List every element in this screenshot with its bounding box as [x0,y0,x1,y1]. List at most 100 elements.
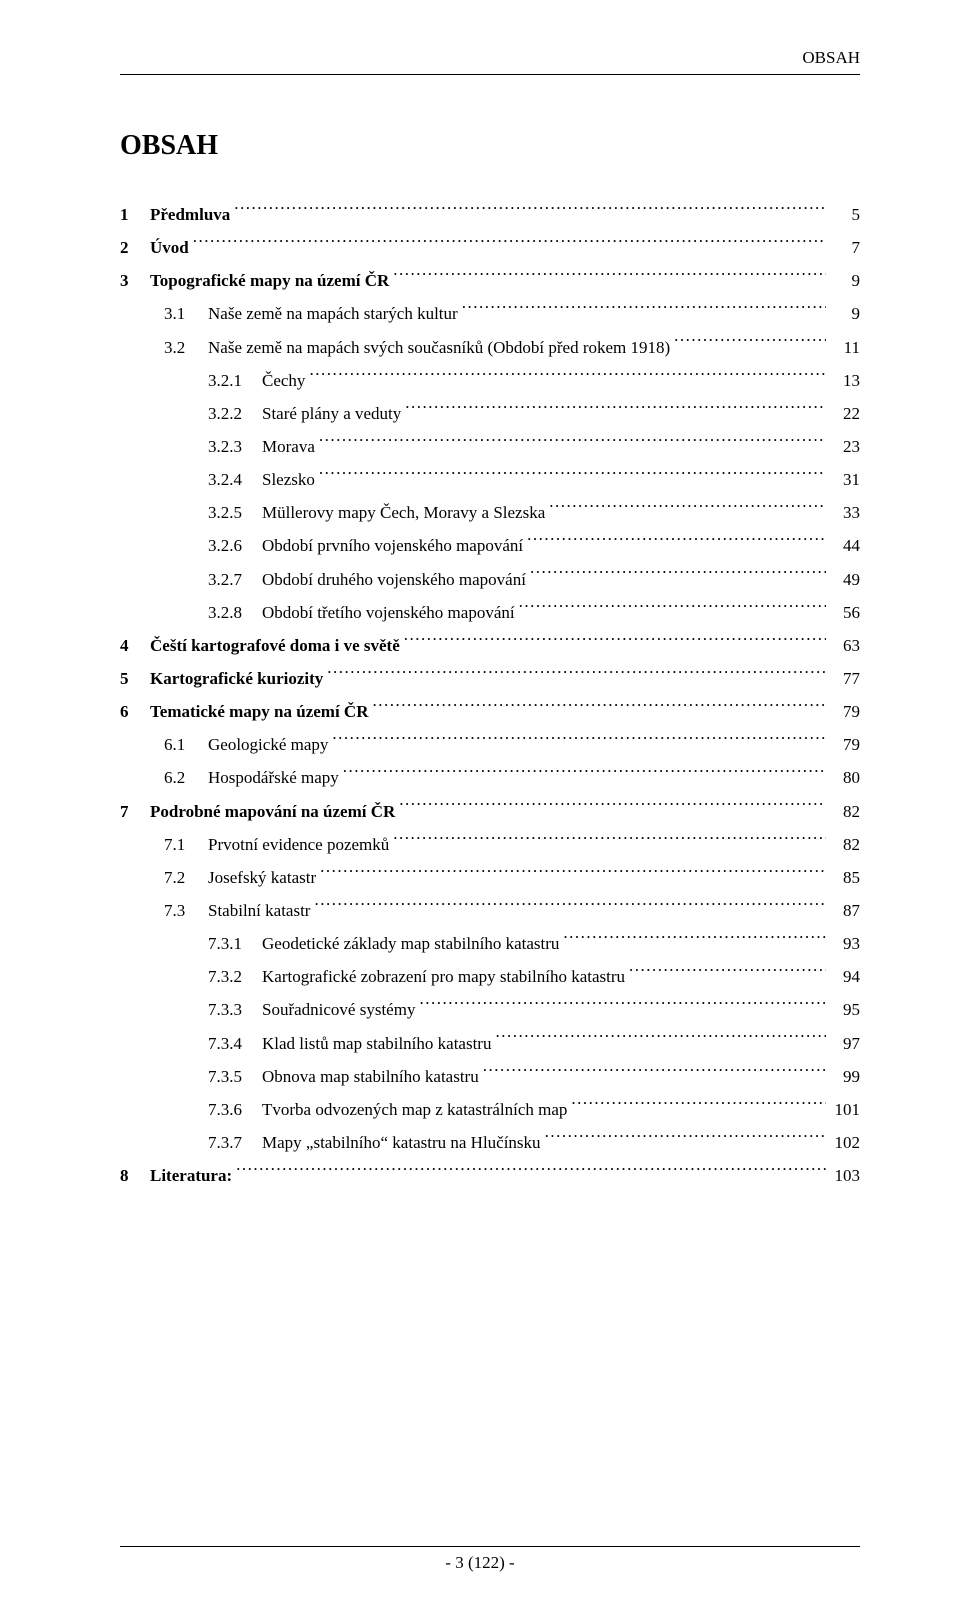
toc-entry-label: Souřadnicové systémy [262,993,415,1026]
toc-entry: 7.3Stabilní katastr87 [120,894,860,927]
toc-entry-page: 13 [830,364,860,397]
toc-entry-page: 7 [830,231,860,264]
toc-entry-number: 4 [120,629,150,662]
toc-entry-label: Hospodářské mapy [208,761,339,794]
toc-entry-number: 7.2 [164,861,208,894]
toc-leader-dots [629,965,826,982]
toc-entry-page: 5 [830,198,860,231]
toc-entry-page: 82 [830,795,860,828]
toc-entry-page: 31 [830,463,860,496]
toc-entry: 7.3.5Obnova map stabilního katastru99 [120,1060,860,1093]
toc-leader-dots [462,302,826,319]
toc-leader-dots [319,435,826,452]
toc-leader-dots [236,1164,826,1181]
toc-leader-dots [549,501,826,518]
toc-entry-page: 33 [830,496,860,529]
toc-entry: 4Čeští kartografové doma i ve světě63 [120,629,860,662]
toc-entry-number: 5 [120,662,150,695]
toc-entry-number: 3.2.3 [208,430,262,463]
toc-entry-page: 9 [830,264,860,297]
toc-entry-number: 1 [120,198,150,231]
toc-entry-number: 7.3.1 [208,927,262,960]
toc-entry-number: 3.2.8 [208,596,262,629]
toc-entry-number: 7.3.2 [208,960,262,993]
toc-entry-label: Müllerovy mapy Čech, Moravy a Slezska [262,496,545,529]
toc-leader-dots [372,700,826,717]
toc-entry: 7.3.3Souřadnicové systémy 95 [120,993,860,1026]
toc-entry: 3.2.8Období třetího vojenského mapování 5… [120,596,860,629]
toc-leader-dots [405,402,826,419]
toc-entry-page: 103 [830,1159,860,1192]
toc-entry-number: 7.3.5 [208,1060,262,1093]
toc-leader-dots [571,1098,826,1115]
toc-entry: 6Tematické mapy na území ČR79 [120,695,860,728]
toc-entry-number: 3.2.7 [208,563,262,596]
toc-entry-number: 3.2 [164,331,208,364]
toc-entry-label: Prvotní evidence pozemků [208,828,389,861]
toc-entry-number: 7.3 [164,894,208,927]
toc-leader-dots [314,899,826,916]
toc-leader-dots [495,1032,826,1049]
toc-entry: 3.2.2Staré plány a veduty22 [120,397,860,430]
toc-entry-label: Období třetího vojenského mapování [262,596,515,629]
footer-rule [120,1546,860,1547]
toc-leader-dots [193,236,826,253]
toc-entry: 6.2Hospodářské mapy 80 [120,761,860,794]
toc-entry-page: 99 [830,1060,860,1093]
footer-page-number: - 3 (122) - [0,1553,960,1573]
toc-entry-page: 77 [830,662,860,695]
toc-entry-number: 7.3.6 [208,1093,262,1126]
toc-leader-dots [419,998,826,1015]
toc-entry-label: Stabilní katastr [208,894,310,927]
toc-entry-page: 9 [830,297,860,330]
page-title: OBSAH [120,130,860,162]
toc-entry-label: Morava [262,430,315,463]
toc-entry: 7Podrobné mapování na území ČR 82 [120,795,860,828]
toc-entry: 3.2.4Slezsko 31 [120,463,860,496]
toc-entry-label: Období druhého vojenského mapování [262,563,526,596]
toc-entry-page: 93 [830,927,860,960]
toc-entry: 2Úvod7 [120,231,860,264]
toc-entry: 3Topografické mapy na území ČR9 [120,264,860,297]
toc-entry: 7.3.7Mapy „stabilního“ katastru na Hlučí… [120,1126,860,1159]
toc-entry-page: 80 [830,761,860,794]
toc-entry-label: Kartografické zobrazení pro mapy stabiln… [262,960,625,993]
toc-entry: 7.3.2Kartografické zobrazení pro mapy st… [120,960,860,993]
toc-entry-number: 7.3.7 [208,1126,262,1159]
toc-entry-label: Období prvního vojenského mapování [262,529,523,562]
page: OBSAH OBSAH 1Předmluva52Úvod73Topografic… [0,0,960,1611]
toc-entry-label: Čechy [262,364,305,397]
toc-entry-number: 7.3.3 [208,993,262,1026]
toc-entry-page: 79 [830,695,860,728]
toc-leader-dots [393,269,826,286]
toc-entry-label: Staré plány a veduty [262,397,401,430]
toc-entry-number: 6.2 [164,761,208,794]
toc-entry-number: 7 [120,795,150,828]
toc-entry-page: 95 [830,993,860,1026]
toc-entry: 7.3.6Tvorba odvozených map z katastrální… [120,1093,860,1126]
toc-entry-page: 49 [830,563,860,596]
toc-entry-page: 94 [830,960,860,993]
toc-leader-dots [327,667,826,684]
toc-entry-label: Slezsko [262,463,315,496]
toc-leader-dots [483,1065,826,1082]
toc-entry: 7.3.4Klad listů map stabilního katastru9… [120,1027,860,1060]
toc-leader-dots [527,534,826,551]
toc-entry-label: Naše země na mapách starých kultur [208,297,458,330]
toc-entry-label: Geologické mapy [208,728,328,761]
toc-leader-dots [399,800,826,817]
toc-entry-label: Mapy „stabilního“ katastru na Hlučínsku [262,1126,541,1159]
toc-entry: 5Kartografické kuriozity77 [120,662,860,695]
toc-entry-number: 3.2.1 [208,364,262,397]
toc-entry-number: 7.3.4 [208,1027,262,1060]
toc-leader-dots [234,203,826,220]
toc-entry-label: Josefský katastr [208,861,316,894]
toc-entry: 1Předmluva5 [120,198,860,231]
toc-entry: 6.1Geologické mapy79 [120,728,860,761]
toc-entry-label: Podrobné mapování na území ČR [150,795,395,828]
toc-entry-number: 3.2.2 [208,397,262,430]
toc-entry-page: 56 [830,596,860,629]
toc-entry-number: 3.2.4 [208,463,262,496]
toc-leader-dots [545,1131,826,1148]
toc-entry-number: 6.1 [164,728,208,761]
